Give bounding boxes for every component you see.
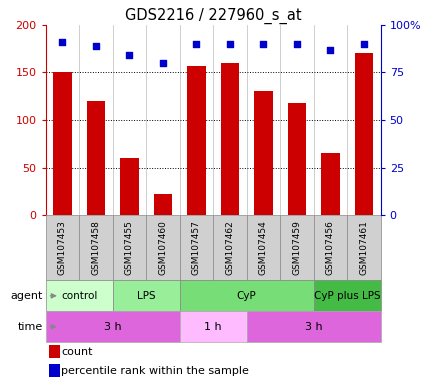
Bar: [179, 215, 213, 280]
Text: 3 h: 3 h: [304, 322, 322, 332]
Text: GSM107454: GSM107454: [258, 220, 267, 275]
Bar: [179, 280, 313, 311]
Text: percentile rank within the sample: percentile rank within the sample: [61, 366, 249, 376]
Text: GSM107456: GSM107456: [325, 220, 334, 275]
Bar: [153, 194, 172, 215]
Point: [226, 41, 233, 47]
Point: [259, 41, 266, 47]
Bar: [246, 311, 380, 342]
Bar: [313, 215, 346, 280]
Text: GSM107455: GSM107455: [125, 220, 134, 275]
Bar: [112, 215, 146, 280]
Text: count: count: [61, 347, 93, 357]
Text: control: control: [61, 291, 97, 301]
Text: GSM107462: GSM107462: [225, 220, 234, 275]
Bar: [320, 153, 339, 215]
Bar: [179, 311, 246, 342]
Text: GSM107459: GSM107459: [292, 220, 301, 275]
Bar: [220, 63, 239, 215]
Bar: [46, 280, 112, 311]
Bar: [213, 215, 246, 280]
Text: 3 h: 3 h: [104, 322, 121, 332]
Text: 1 h: 1 h: [204, 322, 221, 332]
Bar: [49, 345, 59, 359]
Bar: [253, 91, 272, 215]
Point: [193, 41, 200, 47]
Text: GSM107457: GSM107457: [191, 220, 201, 275]
Text: GSM107453: GSM107453: [58, 220, 67, 275]
Bar: [187, 66, 205, 215]
Bar: [279, 215, 313, 280]
Text: time: time: [18, 322, 43, 332]
Point: [359, 41, 366, 47]
Text: GSM107458: GSM107458: [91, 220, 100, 275]
Bar: [53, 73, 72, 215]
Text: GSM107460: GSM107460: [158, 220, 167, 275]
Title: GDS2216 / 227960_s_at: GDS2216 / 227960_s_at: [125, 7, 301, 23]
Point: [293, 41, 299, 47]
Bar: [46, 311, 179, 342]
Text: CyP: CyP: [236, 291, 256, 301]
Bar: [120, 158, 138, 215]
Bar: [354, 53, 372, 215]
Point: [326, 46, 333, 53]
Bar: [46, 215, 79, 280]
Point: [159, 60, 166, 66]
Bar: [112, 280, 179, 311]
Point: [92, 43, 99, 49]
Bar: [146, 215, 179, 280]
Bar: [287, 103, 306, 215]
Bar: [246, 215, 279, 280]
Bar: [313, 280, 380, 311]
Text: agent: agent: [10, 291, 43, 301]
Text: LPS: LPS: [137, 291, 155, 301]
Bar: [79, 215, 112, 280]
Bar: [86, 101, 105, 215]
Text: GSM107461: GSM107461: [358, 220, 368, 275]
Text: CyP plus LPS: CyP plus LPS: [313, 291, 380, 301]
Point: [126, 52, 133, 58]
Bar: [49, 364, 59, 377]
Bar: [346, 215, 380, 280]
Point: [59, 39, 66, 45]
